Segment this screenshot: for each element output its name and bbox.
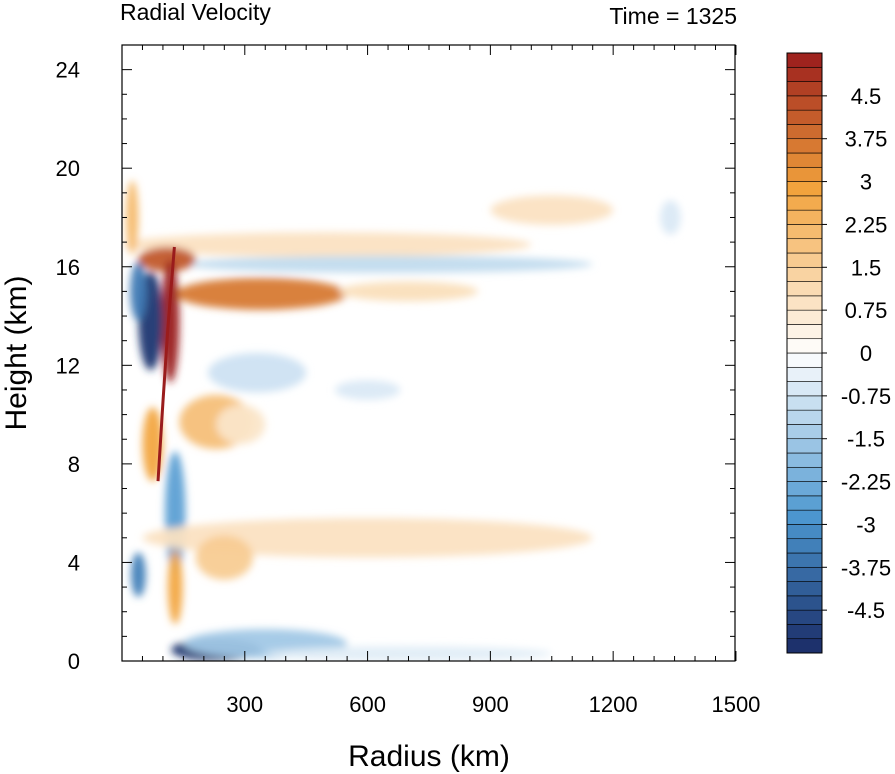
colorbar-box xyxy=(786,566,823,582)
velocity-feature xyxy=(131,552,146,597)
colorbar-box xyxy=(786,238,823,254)
colorbar-box xyxy=(786,424,823,440)
velocity-feature xyxy=(195,535,253,580)
colorbar-tick-label: -2.25 xyxy=(841,470,891,495)
velocity-feature xyxy=(334,380,401,400)
colorbar-box xyxy=(786,309,823,325)
velocity-feature xyxy=(142,518,593,558)
colorbar-box xyxy=(786,381,823,397)
eyewall-line xyxy=(156,246,176,482)
y-axis-label: Height (km) xyxy=(0,275,33,430)
colorbar-tick-label: 0.75 xyxy=(845,298,888,323)
colorbar-tick-label: 3 xyxy=(860,170,872,195)
colorbar-box xyxy=(786,195,823,211)
x-tick-label: 1200 xyxy=(589,692,638,717)
velocity-feature xyxy=(175,277,348,310)
colorbar-tick-label: -3.75 xyxy=(841,555,891,580)
colorbar-box xyxy=(786,124,823,140)
colorbar-tick-label: -0.75 xyxy=(841,384,891,409)
colorbar-box xyxy=(786,595,823,611)
colorbar-box xyxy=(786,524,823,540)
velocity-feature xyxy=(122,232,532,257)
colorbar-box xyxy=(786,552,823,568)
colorbar-box xyxy=(786,581,823,597)
colorbar-box xyxy=(786,109,823,125)
velocity-feature xyxy=(490,195,614,225)
colorbar-box xyxy=(786,509,823,525)
velocity-feature xyxy=(216,404,266,445)
colorbar-box xyxy=(786,338,823,354)
colorbar-box xyxy=(786,295,823,311)
y-tick-label: 12 xyxy=(56,353,80,378)
y-tick-label: 16 xyxy=(56,255,80,280)
velocity-feature xyxy=(167,550,183,625)
colorbar-box xyxy=(786,252,823,268)
colorbar-tick-label: 1.5 xyxy=(851,255,882,280)
colorbar-box xyxy=(786,409,823,425)
colorbar-box xyxy=(786,438,823,454)
colorbar-box xyxy=(786,495,823,511)
velocity-field xyxy=(122,180,681,661)
colorbar: -4.5 -3.75 -3 -2.25 -1.5 -0.75 0 0.75 1.5 2.25 3 3.… xyxy=(786,52,891,654)
velocity-feature xyxy=(207,353,307,393)
chart-title: Radial Velocity xyxy=(120,0,271,25)
colorbar-box xyxy=(786,281,823,297)
colorbar-tick-label: -1.5 xyxy=(847,427,885,452)
colorbar-box xyxy=(786,166,823,182)
colorbar-box xyxy=(786,638,823,654)
x-tick-label: 900 xyxy=(472,692,509,717)
colorbar-box xyxy=(786,266,823,282)
x-tick-label: 300 xyxy=(226,692,263,717)
velocity-feature xyxy=(338,281,479,302)
colorbar-box xyxy=(786,95,823,111)
time-label: Time = 1325 xyxy=(609,3,737,29)
colorbar-tick-label: 3.75 xyxy=(845,127,888,152)
x-axis: 300 600 900 1200 1500 xyxy=(141,45,760,717)
colorbar-box xyxy=(786,324,823,340)
colorbar-box xyxy=(786,66,823,82)
colorbar-box xyxy=(786,452,823,468)
colorbar-box xyxy=(786,181,823,197)
y-tick-label: 0 xyxy=(68,649,80,674)
y-tick-label: 20 xyxy=(56,156,80,181)
colorbar-tick-label: -4.5 xyxy=(847,598,885,623)
x-tick-label: 600 xyxy=(349,692,386,717)
velocity-feature xyxy=(138,247,196,272)
colorbar-box xyxy=(786,624,823,640)
colorbar-box xyxy=(786,481,823,497)
colorbar-box xyxy=(786,609,823,625)
colorbar-box xyxy=(786,152,823,168)
velocity-feature xyxy=(183,255,593,273)
y-axis: 0 4 8 12 16 20 24 xyxy=(56,44,735,674)
colorbar-box xyxy=(786,81,823,97)
y-tick-label: 8 xyxy=(68,452,80,477)
colorbar-box xyxy=(786,366,823,382)
plot-area: 300 600 900 1200 1500 0 4 8 12 16 20 24 xyxy=(56,44,760,717)
colorbar-box xyxy=(786,224,823,240)
colorbar-tick-label: 0 xyxy=(860,341,872,366)
colorbar-tick-label: -3 xyxy=(856,512,876,537)
colorbar-tick-label: 4.5 xyxy=(851,84,882,109)
colorbar-tick-label: 2.25 xyxy=(845,212,888,237)
y-tick-label: 24 xyxy=(56,58,80,83)
y-tick-label: 4 xyxy=(68,550,80,575)
colorbar-box xyxy=(786,52,823,68)
colorbar-box xyxy=(786,395,823,411)
colorbar-box xyxy=(786,466,823,482)
velocity-feature xyxy=(126,180,139,255)
x-axis-label: Radius (km) xyxy=(348,740,510,773)
velocity-feature xyxy=(265,646,552,661)
velocity-feature xyxy=(660,200,681,235)
velocity-feature xyxy=(130,261,147,321)
colorbar-box xyxy=(786,138,823,154)
colorbar-box xyxy=(786,352,823,368)
colorbar-box xyxy=(786,538,823,554)
colorbar-box xyxy=(786,209,823,225)
x-tick-label: 1500 xyxy=(711,692,760,717)
